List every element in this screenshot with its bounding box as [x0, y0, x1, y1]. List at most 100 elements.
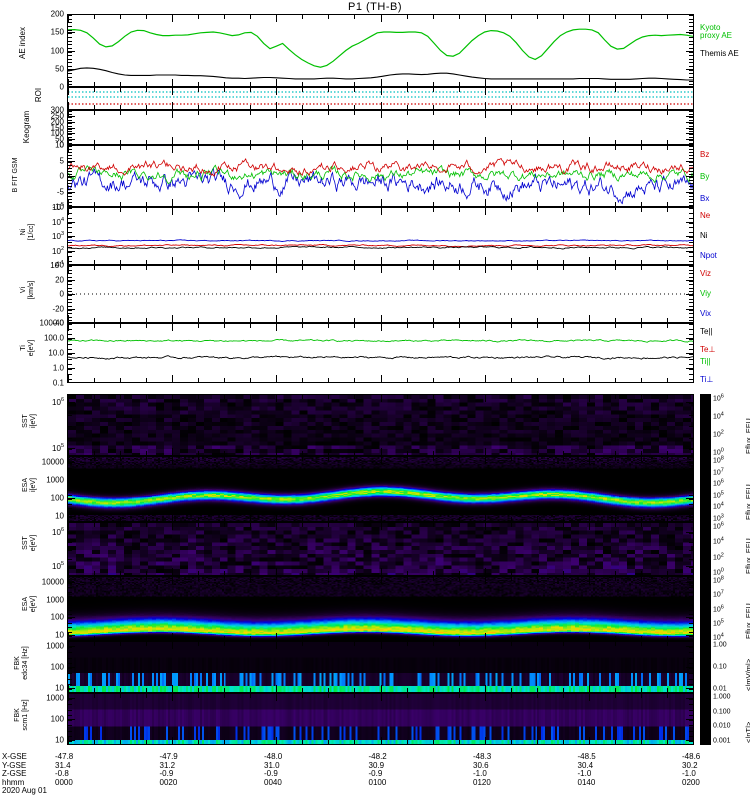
- x-axis-minor-tick: [640, 636, 642, 640]
- axis-minor-tick: [68, 652, 72, 654]
- axis-tick: [68, 516, 75, 517]
- x-axis-minor-tick: [380, 740, 382, 744]
- x-axis-minor-tick: [406, 457, 408, 461]
- x-axis-row-label: Y-GSE: [2, 760, 27, 770]
- x-axis-minor-tick: [94, 457, 96, 461]
- x-axis-minor-tick: [614, 688, 616, 692]
- x-axis-minor-tick: [693, 577, 694, 581]
- x-axis-tick: [693, 457, 694, 464]
- x-axis-minor-tick: [458, 88, 460, 92]
- x-axis-minor-tick: [250, 82, 252, 86]
- x-axis-tick: [693, 266, 694, 273]
- axis-minor-tick: [689, 287, 693, 289]
- axis-minor-tick: [68, 128, 72, 130]
- x-axis-minor-tick: [510, 577, 512, 581]
- axis-tick: [686, 121, 693, 123]
- axis-tick: [686, 236, 693, 237]
- axis-tick: [68, 121, 75, 123]
- axis-minor-tick: [689, 140, 693, 142]
- x-axis-minor-tick: [328, 105, 330, 109]
- axis-minor-tick: [689, 437, 693, 439]
- x-axis-minor-tick: [276, 740, 278, 744]
- x-axis-minor-tick: [666, 208, 668, 212]
- x-axis-minor-tick: [198, 208, 200, 212]
- axis-minor-tick: [689, 266, 693, 267]
- x-axis-minor-tick: [536, 451, 538, 455]
- x-axis-minor-tick: [172, 457, 174, 461]
- x-axis-minor-tick: [380, 324, 382, 328]
- axis-minor-tick: [68, 25, 72, 27]
- axis-minor-tick: [689, 232, 693, 234]
- y-tick-label: 10.0: [48, 348, 64, 358]
- x-axis-minor-tick: [510, 208, 512, 212]
- x-axis-value: -47.9: [159, 752, 178, 761]
- esa-electron-spectrogram: [68, 577, 693, 640]
- x-axis-minor-tick: [328, 451, 330, 455]
- fbk-edc34-spectrogram: [68, 642, 693, 692]
- x-axis-tick: [693, 199, 694, 206]
- x-axis-tick: [693, 146, 694, 153]
- x-axis-minor-tick: [614, 140, 616, 144]
- x-axis-minor-tick: [250, 140, 252, 144]
- x-axis-minor-tick: [562, 15, 564, 19]
- axis-minor-tick: [689, 33, 693, 35]
- axis-tick: [686, 688, 693, 689]
- axis-minor-tick: [689, 291, 693, 293]
- x-axis-minor-tick: [68, 523, 69, 527]
- x-axis-minor-tick: [406, 642, 408, 646]
- x-axis-minor-tick: [406, 694, 408, 698]
- esa-ion-spectrogram: [68, 457, 693, 521]
- colorbar-tick-label: 102: [713, 551, 724, 562]
- x-axis-row-label: hhmm: [2, 777, 25, 787]
- x-axis-minor-tick: [120, 378, 122, 382]
- axis-minor-tick: [68, 472, 72, 473]
- x-axis-minor-tick: [276, 105, 278, 109]
- x-axis-minor-tick: [693, 324, 694, 328]
- y-tick-label: 0: [59, 140, 64, 150]
- x-axis-minor-tick: [588, 378, 590, 382]
- colorbar-tick-label: 104: [713, 632, 724, 642]
- axis-minor-tick: [68, 161, 72, 163]
- axis-minor-tick: [68, 164, 72, 166]
- axis-minor-tick: [68, 741, 72, 742]
- x-axis-minor-tick: [380, 146, 382, 150]
- axis-minor-tick: [689, 627, 693, 629]
- axis-minor-tick: [689, 583, 693, 584]
- x-axis-minor-tick: [432, 378, 434, 382]
- x-axis-minor-tick: [458, 571, 460, 575]
- x-axis-value: 30.4: [577, 760, 594, 770]
- density-traces: [68, 239, 693, 250]
- axis-tick: [68, 115, 75, 117]
- x-axis-minor-tick: [198, 111, 200, 115]
- axis-minor-tick: [68, 62, 72, 64]
- x-axis-minor-tick: [562, 451, 564, 455]
- axis-minor-tick: [689, 256, 693, 258]
- x-axis-value: -1.0: [682, 769, 696, 779]
- x-axis-minor-tick: [484, 523, 486, 527]
- x-axis-minor-tick: [406, 111, 408, 115]
- x-axis-minor-tick: [302, 208, 304, 212]
- x-axis-value: -0.9: [264, 769, 278, 779]
- axis-minor-tick: [689, 15, 693, 16]
- axis-minor-tick: [68, 354, 72, 355]
- x-axis-minor-tick: [562, 642, 564, 646]
- x-axis-minor-tick: [94, 517, 96, 521]
- x-axis-minor-tick: [94, 15, 96, 19]
- x-axis-minor-tick: [562, 82, 564, 86]
- axis-minor-tick: [68, 180, 72, 182]
- y-tick-label: 10: [55, 683, 64, 693]
- axis-minor-tick: [68, 51, 72, 53]
- axis-tick: [68, 566, 75, 567]
- y-tick-label: 1.0: [52, 363, 64, 373]
- colorbar-tick-label: 105: [713, 490, 724, 500]
- x-axis-minor-tick: [588, 88, 590, 92]
- x-axis-minor-tick: [146, 636, 148, 640]
- x-axis-minor-tick: [120, 517, 122, 521]
- axis-minor-tick: [689, 241, 693, 243]
- axis-minor-tick: [68, 426, 72, 427]
- y-tick-label: 100: [50, 612, 64, 622]
- axis-minor-tick: [68, 587, 72, 589]
- axis-minor-tick: [68, 339, 72, 340]
- axis-minor-tick: [689, 316, 693, 318]
- x-axis-minor-tick: [276, 571, 278, 575]
